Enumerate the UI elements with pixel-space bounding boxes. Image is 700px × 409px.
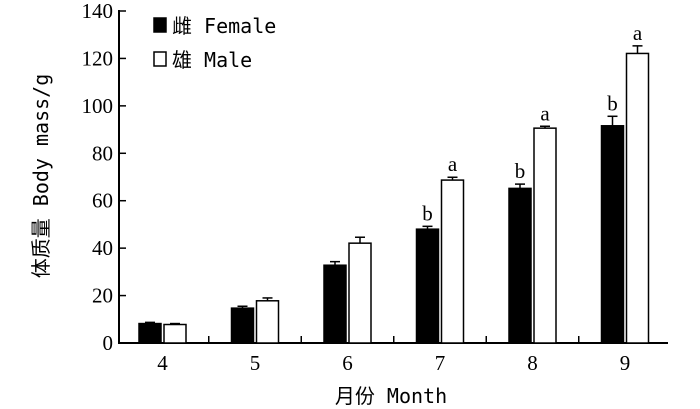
- significance-label: a: [633, 21, 643, 45]
- bar-female: [138, 322, 162, 344]
- significance-label: a: [540, 101, 550, 125]
- y-tick-label: 140: [82, 0, 114, 23]
- y-tick-label: 100: [82, 94, 114, 118]
- x-tick-label: 8: [527, 351, 538, 375]
- y-tick-label: 40: [92, 236, 113, 260]
- bar-male: [533, 127, 557, 344]
- y-tick-label: 80: [92, 141, 113, 165]
- x-tick-label: 9: [620, 351, 631, 375]
- legend-swatch-female: [153, 17, 167, 33]
- bar-female: [508, 187, 532, 344]
- x-tick-label: 6: [342, 351, 353, 375]
- bar-female: [415, 228, 440, 344]
- bar-male: [440, 179, 465, 344]
- bar-male: [348, 242, 372, 344]
- bar-male: [255, 300, 280, 344]
- x-axis-title: 月份 Month: [335, 384, 447, 408]
- legend: 雌 Female 雄 Male: [153, 14, 276, 72]
- x-tick-label: 7: [435, 351, 446, 375]
- legend-label-female: 雌 Female: [172, 14, 276, 38]
- significance-label: b: [422, 201, 433, 225]
- significance-label: a: [448, 152, 458, 176]
- x-tick-label: 5: [250, 351, 261, 375]
- y-tick-label: 0: [103, 331, 114, 355]
- x-tick-label: 4: [157, 351, 168, 375]
- legend-label-male: 雄 Male: [172, 48, 252, 72]
- legend-swatch-male: [153, 51, 167, 67]
- bar-female: [323, 264, 347, 344]
- y-tick-label: 60: [92, 189, 113, 213]
- significance-label: b: [515, 159, 526, 183]
- bar-female: [600, 125, 625, 344]
- significance-label: b: [607, 91, 618, 115]
- y-axis-title: 体质量 Body mass/g: [29, 74, 53, 279]
- bar-male: [163, 323, 187, 344]
- y-tick-label: 120: [82, 46, 114, 70]
- y-tick-label: 20: [92, 284, 113, 308]
- plot-area: 0 20 40 60 80 100 120 140 4 5 6 7 8 9 b b b a a a: [82, 0, 668, 375]
- bar-male: [625, 52, 650, 344]
- bar-female: [230, 307, 255, 344]
